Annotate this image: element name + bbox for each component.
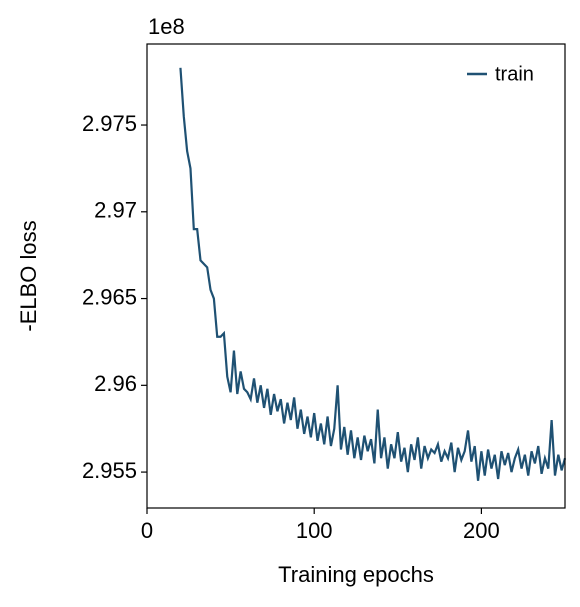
plot-frame — [146, 43, 566, 509]
legend-label: train — [495, 63, 534, 85]
x-tick-label: 100 — [296, 518, 333, 543]
x-tick-label: 0 — [141, 518, 153, 543]
y-tick-label: 2.975 — [82, 111, 137, 136]
line — [179, 67, 567, 481]
y-tick-label: 2.96 — [94, 371, 137, 396]
y-tick-label: 2.97 — [94, 198, 137, 223]
y-offset-label: 1e8 — [148, 14, 185, 39]
x-tick-label: 200 — [463, 518, 500, 543]
y-tick-label: 2.955 — [82, 458, 137, 483]
x-axis-label: Training epochs — [278, 562, 434, 587]
y-tick-label: 2.965 — [82, 284, 137, 309]
y-axis-label: -ELBO loss — [16, 220, 41, 331]
